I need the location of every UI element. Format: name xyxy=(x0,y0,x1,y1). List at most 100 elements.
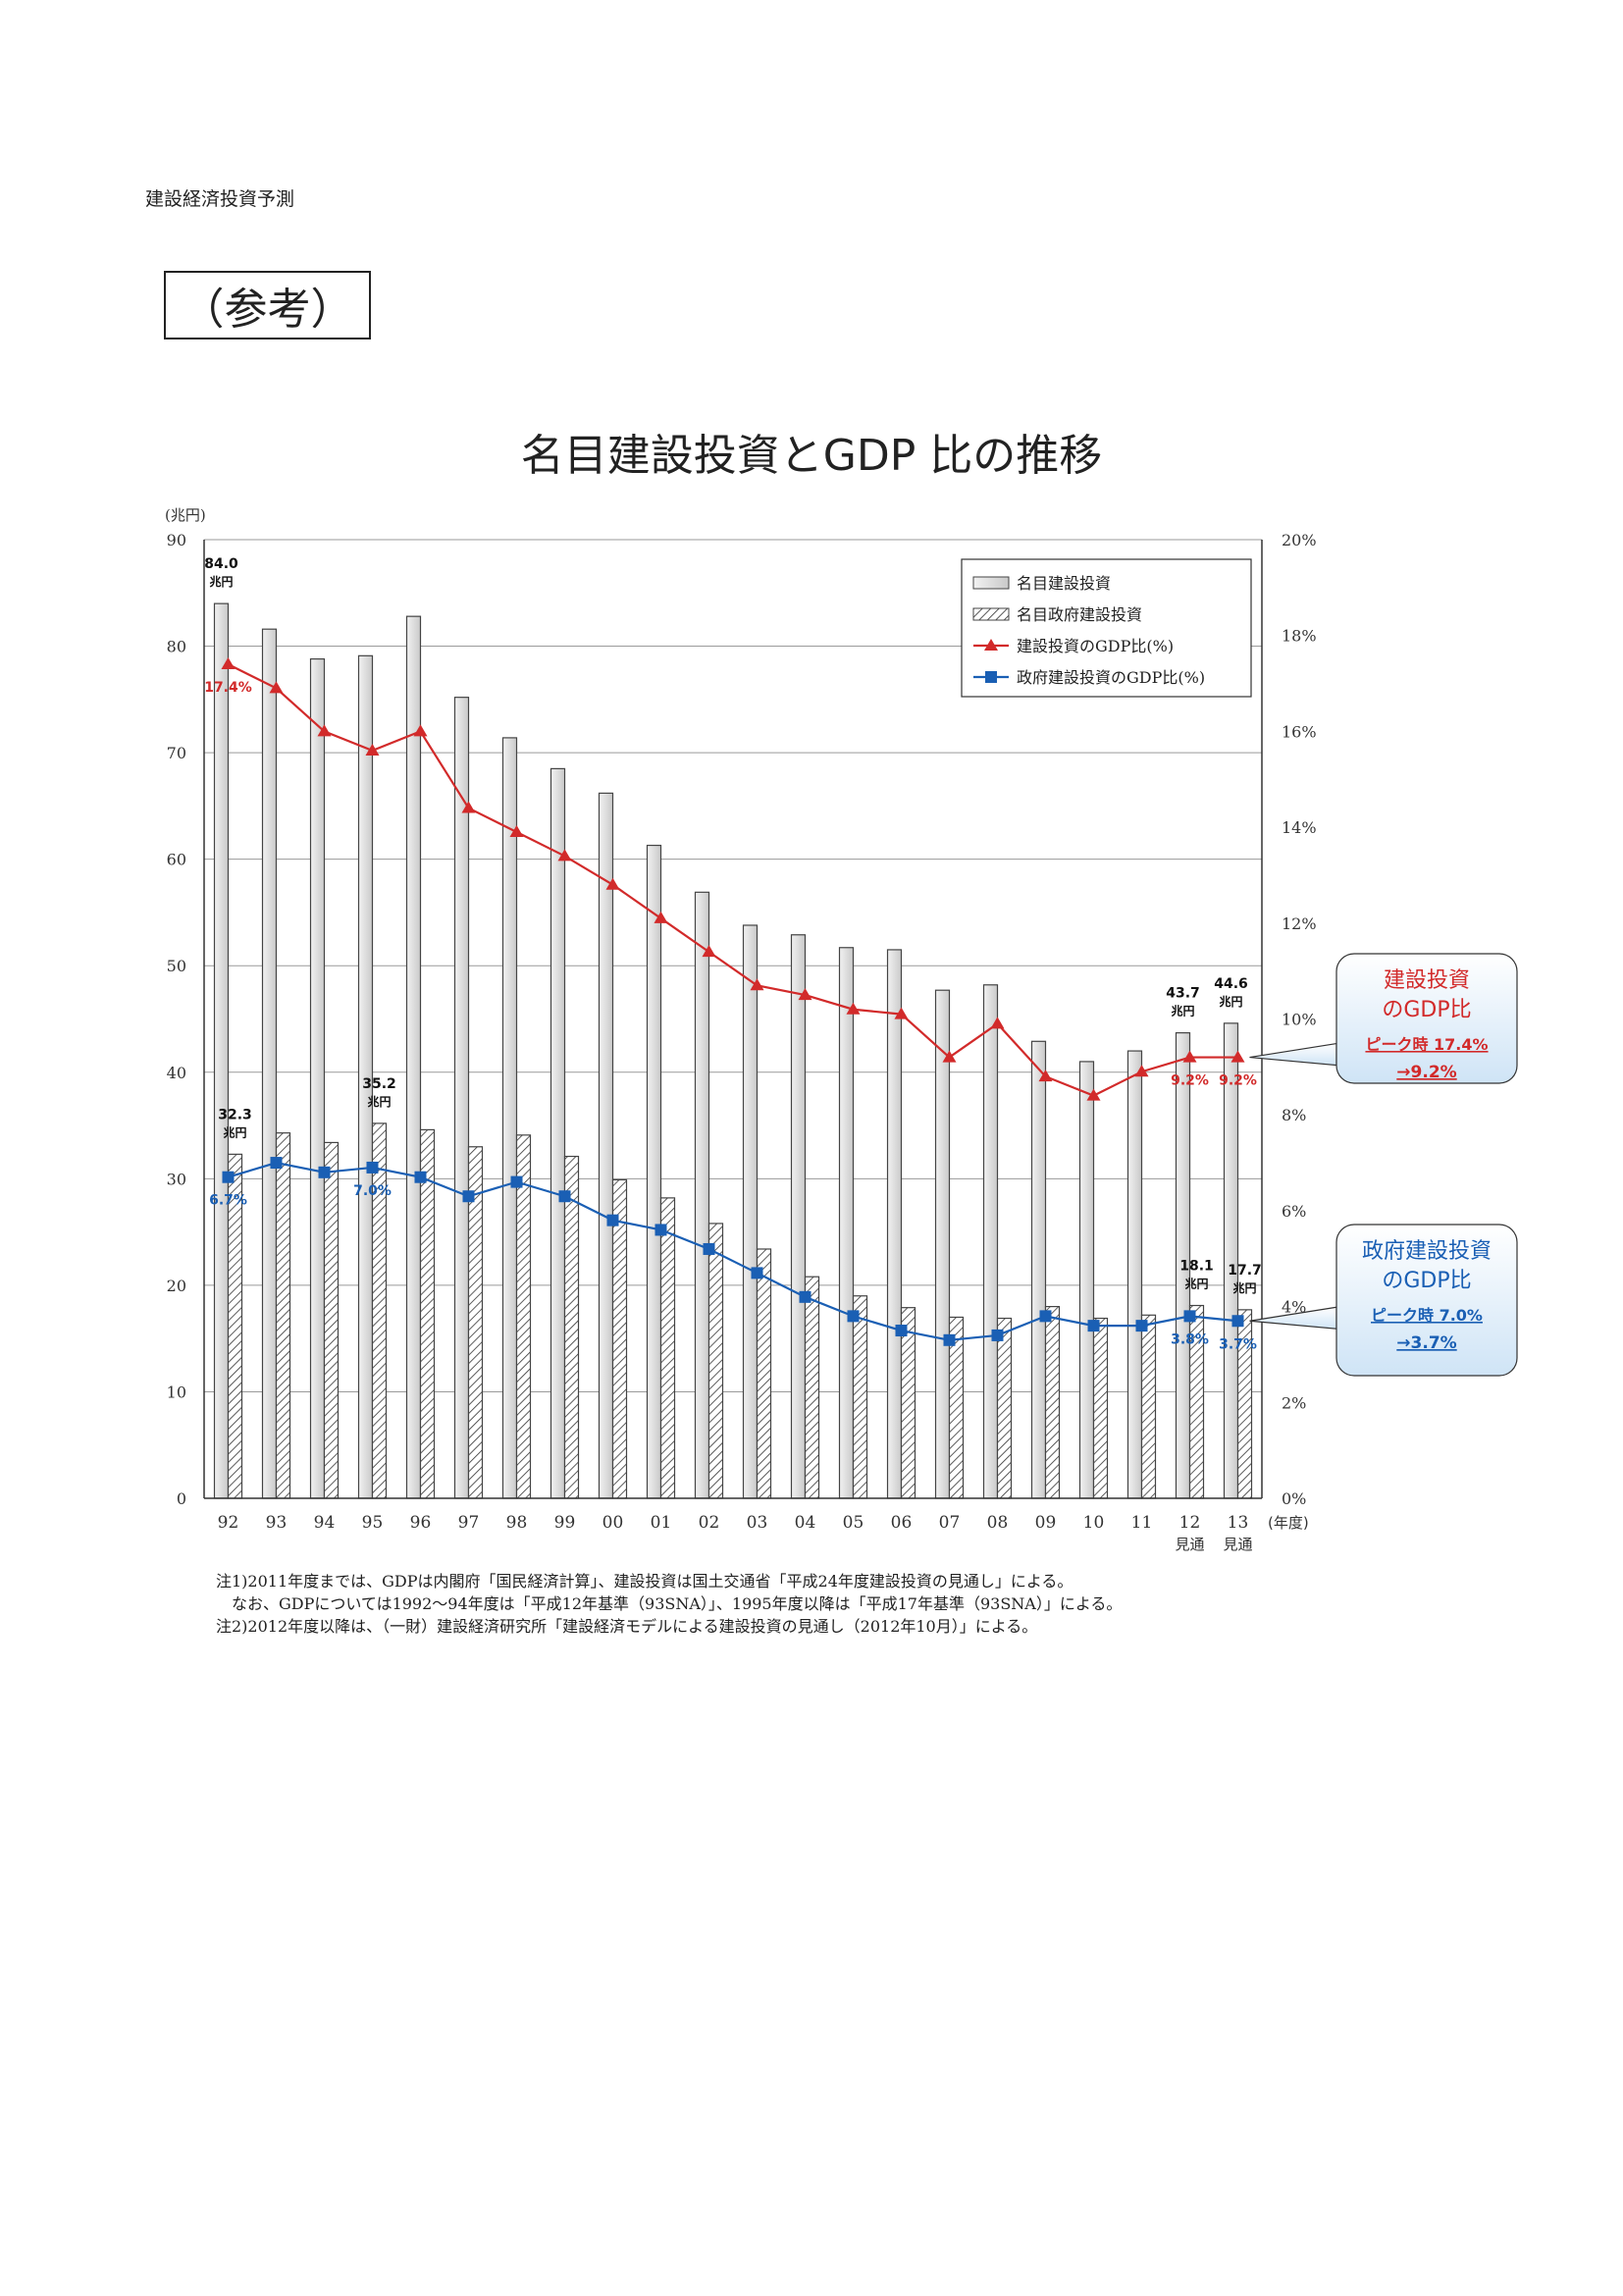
government-gdp-ratio-point xyxy=(751,1267,763,1279)
lines-layer xyxy=(221,657,1245,1346)
x-tick-label: 97 xyxy=(458,1513,480,1533)
government-investment-bar xyxy=(323,1141,340,1499)
construction-gdp-ratio-point xyxy=(798,988,812,1001)
government-investment-bar xyxy=(852,1295,868,1499)
left-tick-label: 50 xyxy=(167,957,186,975)
right-tick-label: 0% xyxy=(1282,1489,1306,1508)
callout-title: のGDP比 xyxy=(1382,998,1471,1022)
value-label: 17.7 xyxy=(1228,1263,1262,1278)
footnote-1: 注1)2011年度までは、GDPは内閣府「国民経済計算」、建設投資は国土交通省「… xyxy=(216,1572,1073,1591)
x-tick-label: 00 xyxy=(602,1513,624,1533)
government-gdp-ratio-point xyxy=(606,1214,619,1226)
x-axis-unit: (年度) xyxy=(1268,1514,1309,1532)
callout-pointer xyxy=(1249,1042,1337,1067)
right-tick-label: 4% xyxy=(1282,1298,1306,1317)
government-gdp-ratio-point xyxy=(318,1166,331,1178)
construction-investment-bar xyxy=(742,924,759,1499)
construction-gdp-ratio-point xyxy=(605,877,620,890)
government-gdp-ratio-point xyxy=(1087,1320,1100,1332)
x-tick-label: 13 xyxy=(1228,1513,1249,1533)
construction-gdp-ratio-point xyxy=(894,1007,909,1019)
government-gdp-ratio-point xyxy=(270,1157,283,1170)
government-investment-bar xyxy=(515,1134,532,1499)
right-tick-label: 18% xyxy=(1282,627,1317,646)
government-gdp-ratio-point xyxy=(414,1171,427,1183)
government-gdp-ratio-point xyxy=(222,1171,235,1183)
construction-investment-bar xyxy=(694,891,710,1499)
construction-gdp-ratio-line xyxy=(228,663,1238,1097)
callout-current: →9.2% xyxy=(1396,1063,1456,1082)
legend-label: 建設投資のGDP比(%) xyxy=(1017,637,1174,655)
government-gdp-ratio-point xyxy=(1231,1315,1244,1328)
left-tick-label: 60 xyxy=(167,851,186,869)
construction-investment-bar xyxy=(646,844,662,1499)
government-investment-bar xyxy=(1092,1317,1109,1499)
construction-gdp-ratio-point xyxy=(221,657,236,670)
construction-gdp-ratio-point xyxy=(365,743,380,756)
left-tick-label: 30 xyxy=(167,1170,186,1188)
callout-title: のGDP比 xyxy=(1382,1269,1471,1293)
x-tick-sublabel: 見通 xyxy=(1175,1536,1204,1553)
x-tick-label: 96 xyxy=(410,1513,432,1533)
callout-current: →3.7% xyxy=(1396,1333,1456,1353)
construction-gdp-ratio-point xyxy=(509,824,524,837)
government-gdp-ratio-point xyxy=(799,1290,812,1303)
government-gdp-ratio-point xyxy=(654,1224,667,1236)
construction-gdp-ratio-point xyxy=(654,911,668,923)
government-investment-bar xyxy=(996,1317,1013,1499)
construction-gdp-ratio-point xyxy=(1182,1050,1197,1063)
x-tick-label: 12 xyxy=(1179,1513,1201,1533)
government-gdp-ratio-point xyxy=(847,1310,860,1323)
ratio-label: 3.7% xyxy=(1219,1336,1257,1352)
bars-layer xyxy=(213,602,1253,1499)
footnote-3: 注2)2012年度以降は、（一財）建設経済研究所「建設経済モデルによる建設投資の… xyxy=(216,1617,1038,1636)
legend-swatch xyxy=(972,607,1010,621)
construction-gdp-ratio-point xyxy=(1038,1070,1053,1082)
unit-label: 兆円 xyxy=(1232,1280,1256,1295)
x-tick-label: 92 xyxy=(218,1513,239,1533)
government-gdp-ratio-line xyxy=(228,1161,1238,1341)
government-gdp-ratio-point xyxy=(558,1190,571,1203)
construction-gdp-ratio-point xyxy=(942,1050,957,1063)
x-tick-label: 09 xyxy=(1035,1513,1057,1533)
construction-gdp-ratio-point xyxy=(269,681,284,694)
value-label: 32.3 xyxy=(218,1107,252,1122)
ratio-label: 6.7% xyxy=(209,1193,247,1209)
left-tick-label: 0 xyxy=(177,1489,186,1508)
x-tick-label: 02 xyxy=(699,1513,720,1533)
value-label: 18.1 xyxy=(1179,1259,1214,1275)
construction-gdp-ratio-point xyxy=(702,945,716,958)
construction-investment-bar xyxy=(213,602,230,1499)
legend-box xyxy=(961,558,1252,698)
government-investment-bar xyxy=(707,1223,724,1499)
x-tick-label: 98 xyxy=(506,1513,528,1533)
construction-investment-bar xyxy=(598,792,614,1499)
government-investment-bar xyxy=(611,1178,628,1499)
labels-layer: 84.0 兆円 32.3 兆円 35.2 兆円 43.7 兆円 44.6 兆円 18.1 兆円 17.7… xyxy=(204,556,1262,1352)
right-tick-label: 14% xyxy=(1282,818,1317,837)
construction-investment-bar xyxy=(1078,1061,1095,1499)
legend-marker xyxy=(985,671,997,683)
unit-label: 兆円 xyxy=(209,574,233,589)
x-tick-label: 01 xyxy=(651,1513,672,1533)
government-investment-bar xyxy=(275,1132,291,1499)
government-investment-bar xyxy=(371,1122,388,1499)
government-gdp-ratio-point xyxy=(703,1242,715,1255)
construction-gdp-ratio-point xyxy=(1230,1050,1245,1063)
right-tick-label: 6% xyxy=(1282,1202,1306,1221)
left-tick-label: 10 xyxy=(167,1383,186,1401)
callout-peak: ピーク時 17.4% xyxy=(1365,1035,1488,1054)
reference-label: （参考） xyxy=(181,285,354,335)
x-tick-label: 05 xyxy=(843,1513,864,1533)
construction-gdp-ratio-point xyxy=(846,1002,861,1015)
reference-box: （参考） xyxy=(164,271,371,339)
construction-investment-bar xyxy=(501,737,518,1499)
callout-title: 建設投資 xyxy=(1384,968,1470,993)
unit-label: 兆円 xyxy=(1184,1277,1208,1291)
construction-investment-bar xyxy=(1223,1022,1239,1499)
government-gdp-ratio-point xyxy=(1039,1310,1052,1323)
legend-swatch xyxy=(972,576,1010,590)
value-label: 84.0 xyxy=(204,556,238,572)
